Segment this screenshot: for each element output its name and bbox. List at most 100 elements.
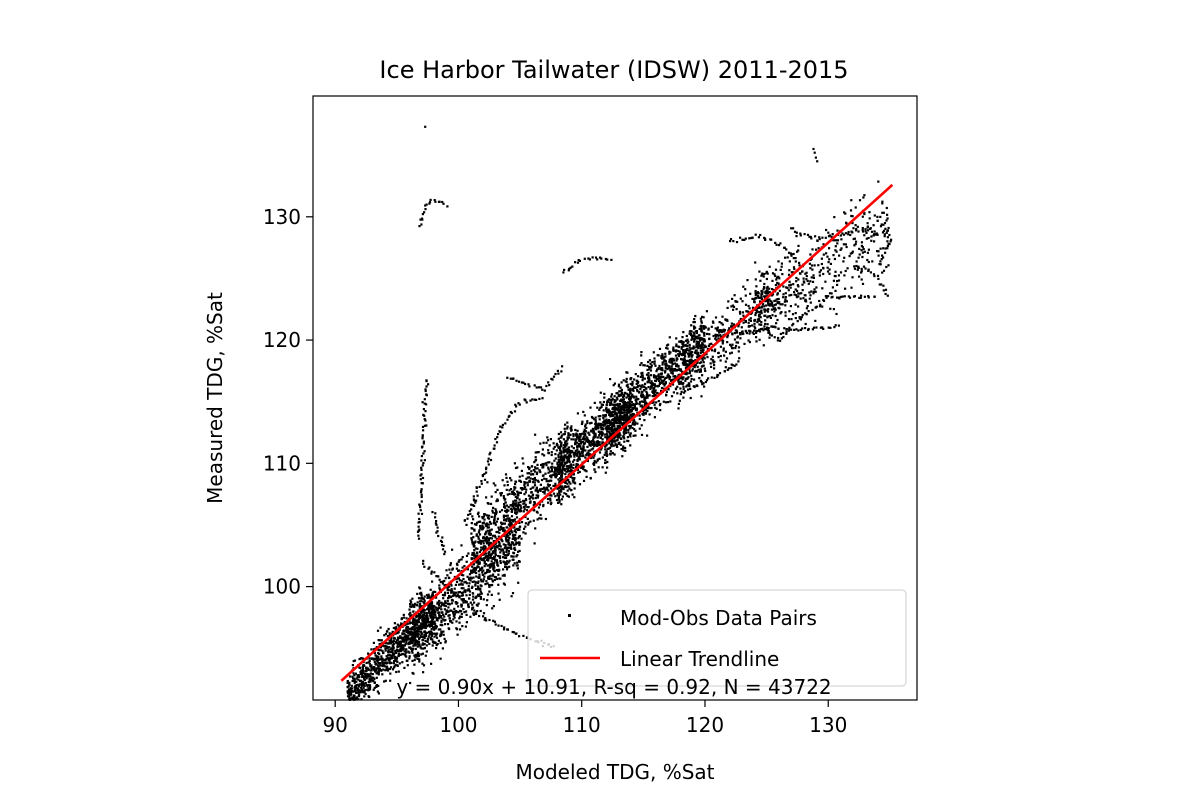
data-point xyxy=(578,453,581,456)
data-point xyxy=(536,491,539,494)
data-point xyxy=(396,660,399,663)
data-point xyxy=(649,387,652,391)
data-point xyxy=(428,595,431,598)
data-point xyxy=(749,292,752,295)
data-point xyxy=(506,566,509,569)
data-point xyxy=(477,586,480,589)
data-point xyxy=(794,317,797,320)
data-point xyxy=(461,566,464,569)
data-point xyxy=(544,488,547,491)
data-point xyxy=(771,314,774,317)
data-point xyxy=(758,319,761,322)
data-point xyxy=(793,267,796,271)
data-point xyxy=(867,248,870,251)
data-point xyxy=(603,453,606,456)
data-point xyxy=(526,517,529,520)
data-point xyxy=(669,351,672,354)
data-point xyxy=(597,415,600,418)
data-point xyxy=(430,606,433,609)
data-point xyxy=(418,528,421,531)
data-point xyxy=(678,382,681,385)
data-point xyxy=(526,472,529,475)
data-point xyxy=(679,369,682,372)
data-point xyxy=(795,296,799,299)
data-point xyxy=(461,625,464,628)
data-point xyxy=(516,504,519,507)
data-point xyxy=(626,386,630,389)
data-point xyxy=(813,264,816,267)
data-point xyxy=(379,658,382,661)
data-point xyxy=(684,377,687,380)
data-point xyxy=(553,466,556,469)
data-point xyxy=(532,469,535,472)
data-point xyxy=(512,536,515,539)
data-point xyxy=(475,575,478,578)
data-point xyxy=(581,450,584,453)
data-point xyxy=(731,304,734,307)
data-point xyxy=(684,350,687,353)
data-point xyxy=(508,489,511,492)
data-point xyxy=(416,604,419,607)
data-point xyxy=(441,603,444,606)
data-point xyxy=(499,560,502,563)
data-point xyxy=(468,590,472,593)
data-point xyxy=(611,441,614,444)
data-point xyxy=(456,577,459,580)
data-point xyxy=(508,546,511,549)
data-point xyxy=(641,406,644,409)
data-point xyxy=(434,614,437,617)
data-point xyxy=(764,319,767,322)
data-point xyxy=(427,617,430,620)
data-point xyxy=(409,602,412,606)
data-point xyxy=(398,652,401,655)
data-point xyxy=(489,537,492,540)
data-point xyxy=(506,553,509,556)
data-point xyxy=(617,410,620,413)
data-point xyxy=(528,472,531,475)
data-point xyxy=(492,506,495,509)
data-point xyxy=(377,669,380,672)
data-point xyxy=(382,651,385,655)
data-point xyxy=(351,675,354,678)
data-point xyxy=(734,344,738,348)
data-point xyxy=(359,691,362,694)
data-point xyxy=(502,495,505,498)
data-point xyxy=(795,235,798,238)
data-point xyxy=(481,516,484,519)
data-point xyxy=(618,405,621,408)
data-point xyxy=(403,666,406,669)
data-point xyxy=(724,366,727,369)
data-point xyxy=(489,502,493,505)
data-point xyxy=(763,325,766,328)
data-point xyxy=(370,676,373,679)
data-point xyxy=(861,255,864,259)
data-point xyxy=(486,599,489,602)
data-point xyxy=(670,371,673,374)
data-point xyxy=(547,489,550,492)
data-point xyxy=(681,358,684,361)
data-point xyxy=(654,364,657,367)
data-point xyxy=(471,608,474,611)
data-point xyxy=(487,526,490,529)
data-point xyxy=(675,359,678,362)
data-point xyxy=(582,445,585,448)
data-point xyxy=(712,334,715,338)
data-point xyxy=(592,431,595,434)
data-point xyxy=(485,530,488,533)
data-point xyxy=(623,429,626,433)
data-point xyxy=(439,623,442,627)
data-point xyxy=(353,678,356,681)
data-point xyxy=(514,543,517,546)
data-point xyxy=(797,292,800,295)
data-point xyxy=(626,411,629,414)
data-point xyxy=(835,239,838,242)
data-point xyxy=(597,430,600,433)
data-point xyxy=(763,295,766,298)
data-point xyxy=(624,429,627,432)
data-point xyxy=(703,327,706,330)
data-point xyxy=(479,587,482,590)
data-point xyxy=(769,303,772,306)
data-point xyxy=(442,202,445,205)
data-point xyxy=(351,664,354,667)
data-point xyxy=(690,338,693,341)
